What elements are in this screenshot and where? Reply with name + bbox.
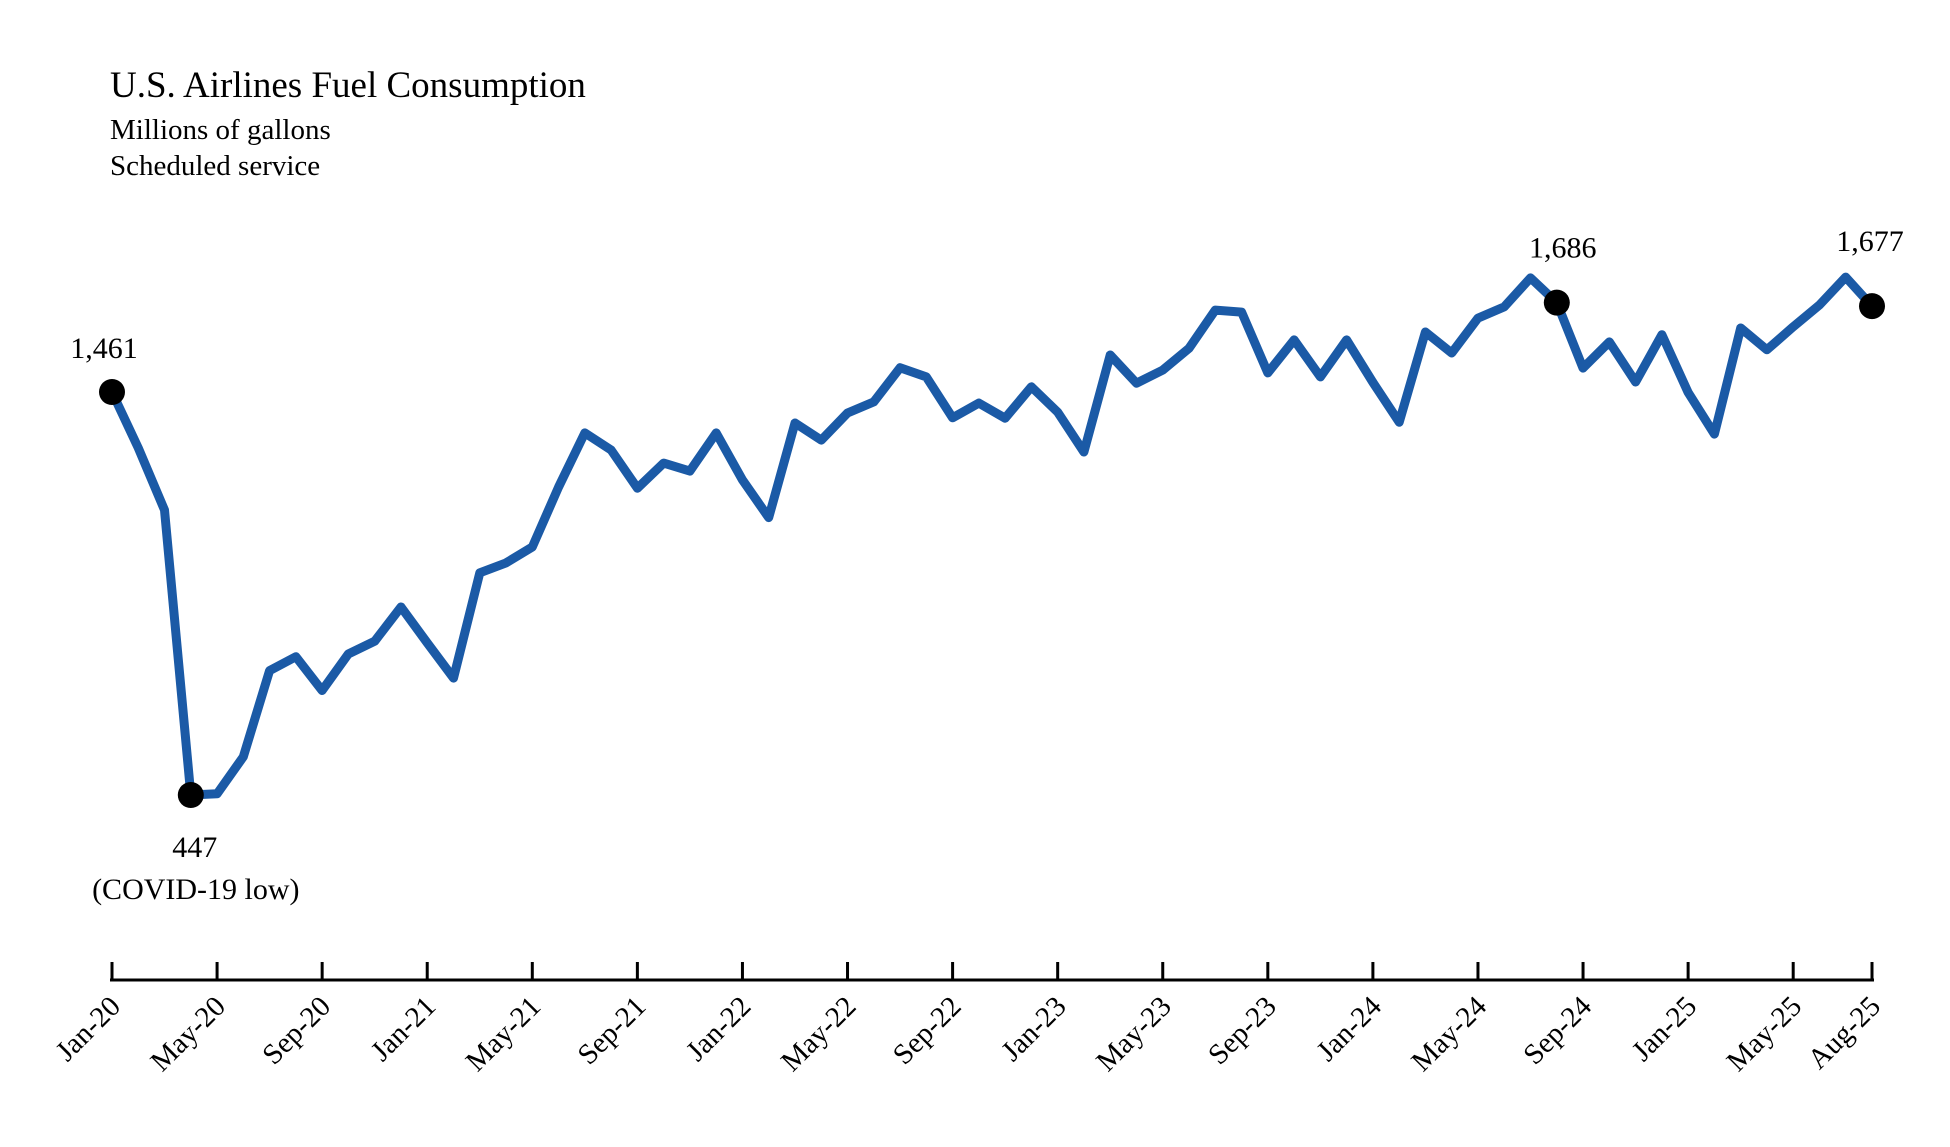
data-point-marker — [1859, 293, 1885, 320]
annotation-covid-low-value: 447 — [172, 831, 217, 864]
axis-tick-label: Jan-21 — [365, 990, 442, 1067]
annotation-jan-20-value: 1,461 — [70, 332, 138, 365]
annotation-covid-low-caption: (COVID-19 low) — [92, 873, 299, 906]
axis-tick-label: May-25 — [1721, 990, 1809, 1078]
annotation-aug-24-value: 1,686 — [1529, 232, 1597, 265]
chart-service-label: Scheduled service — [110, 150, 320, 182]
axis-tick-label: Sep-21 — [572, 990, 653, 1071]
fuel-consumption-line — [107, 272, 1877, 800]
axis-tick-label: May-22 — [775, 990, 863, 1078]
axis-tick-label: Jan-22 — [680, 990, 757, 1067]
axis-tick-label: Jan-24 — [1311, 990, 1389, 1068]
data-point-marker — [177, 782, 204, 808]
data-point-marker — [1543, 289, 1570, 316]
axis-tick-label: Sep-23 — [1202, 990, 1283, 1071]
annotation-aug-25-value: 1,677 — [1836, 225, 1904, 258]
x-axis-tick-labels: Jan-20 May-20 Sep-20 Jan-21 May-21 Sep-21 Jan-… — [50, 990, 1887, 1078]
chart-title: U.S. Airlines Fuel Consumption — [110, 65, 586, 106]
axis-tick-label: Jan-25 — [1626, 990, 1703, 1067]
axis-tick-label: Sep-22 — [887, 990, 968, 1071]
axis-tick-label: May-20 — [144, 990, 232, 1078]
axis-tick-label: Aug-25 — [1802, 990, 1887, 1075]
x-axis — [110, 962, 1874, 982]
axis-tick-label: May-24 — [1405, 990, 1493, 1078]
axis-tick-label: May-23 — [1090, 990, 1178, 1078]
chart-units-label: Millions of gallons — [110, 114, 331, 146]
data-point-markers — [99, 289, 1885, 808]
data-point-marker — [99, 379, 125, 405]
axis-tick-label: Sep-20 — [256, 990, 337, 1071]
axis-tick-label: Sep-24 — [1517, 990, 1598, 1071]
axis-tick-label: May-21 — [460, 990, 548, 1078]
axis-tick-label: Jan-20 — [50, 990, 127, 1067]
axis-tick-label: Jan-23 — [995, 990, 1072, 1067]
